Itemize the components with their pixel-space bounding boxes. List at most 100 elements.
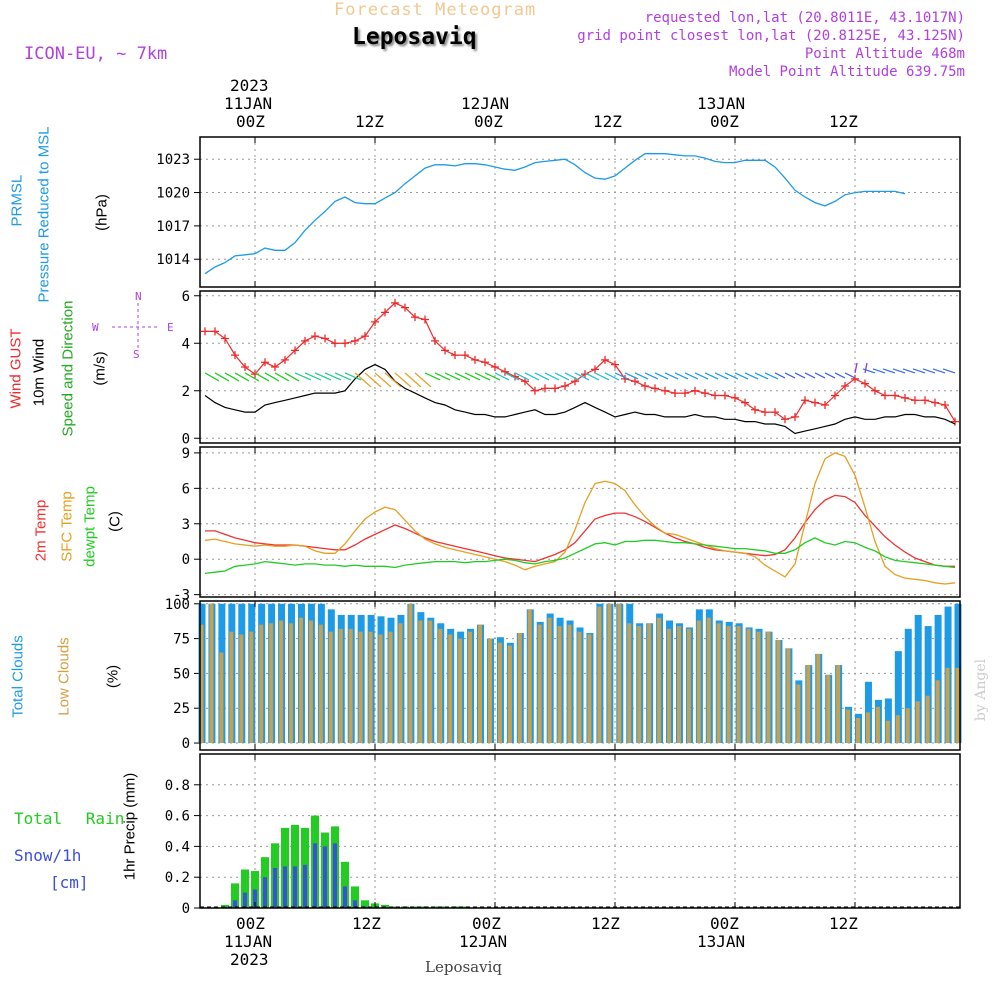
gust-marker <box>671 389 679 398</box>
low-cloud-bar <box>199 624 204 744</box>
wind-direction-arrow <box>784 372 796 379</box>
rain-bar <box>221 904 229 908</box>
wind-ytick-label: 6 <box>182 289 190 305</box>
gust-marker <box>371 317 379 326</box>
temp-ytick-label: 6 <box>182 481 190 497</box>
snow-bar <box>353 900 357 908</box>
wind-direction-arrow <box>744 372 759 380</box>
low-cloud-bar <box>348 628 353 744</box>
gust-marker <box>321 334 329 343</box>
snow-bar <box>313 843 317 908</box>
wind-direction-arrow <box>734 372 749 380</box>
gust-marker <box>891 391 899 400</box>
snow-bar <box>243 892 247 908</box>
wind-direction-arrow <box>254 372 270 382</box>
gust-marker <box>211 327 219 336</box>
bottom-time-12z-13: 12Z <box>829 914 858 933</box>
precip-ytick-label: 0.6 <box>165 809 190 825</box>
footer-station: Leposaviq <box>425 958 502 976</box>
gust-marker <box>921 396 929 405</box>
snow-bar <box>273 867 277 908</box>
low-cloud-bar <box>856 717 861 744</box>
rain-bar <box>351 886 359 908</box>
snow-bar <box>343 886 347 908</box>
wind-direction-arrow <box>674 372 689 380</box>
gust-marker <box>291 346 299 355</box>
low-cloud-bar <box>448 634 453 744</box>
wind-direction-arrow <box>854 362 858 374</box>
low-cloud-bar <box>836 665 841 744</box>
gust-marker <box>761 408 769 417</box>
low-cloud-bar <box>298 617 303 744</box>
wind-direction-arrow <box>664 372 679 380</box>
gust-marker <box>711 391 719 400</box>
wind-direction-arrow <box>374 372 392 388</box>
gust-marker <box>281 355 289 364</box>
wind-direction-arrow <box>814 372 826 379</box>
precip-ytick-label: 0.8 <box>165 778 190 794</box>
gust-marker <box>431 336 439 345</box>
low-cloud-bar <box>308 620 313 744</box>
low-cloud-bar <box>438 628 443 744</box>
clouds-panel-frame <box>199 600 961 751</box>
wind-direction-arrow <box>354 372 372 388</box>
wind-direction-arrow <box>754 372 769 380</box>
low-cloud-bar <box>577 631 582 744</box>
bottom-year: 2023 <box>230 950 269 969</box>
low-cloud-bar <box>358 631 363 744</box>
low-cloud-bar <box>328 631 333 744</box>
pressure-ytick-label: 1023 <box>156 152 190 168</box>
pressure-ytick-label: 1014 <box>156 252 190 268</box>
gust-marker <box>951 417 959 426</box>
low-cloud-bar <box>547 617 552 744</box>
gust-line <box>205 302 956 422</box>
low-cloud-bar <box>945 667 950 744</box>
top-time-00z-12: 00Z <box>474 112 503 131</box>
low-cloud-bar <box>507 645 512 744</box>
gust-marker <box>491 363 499 371</box>
top-time-00z-11: 00Z <box>236 112 265 131</box>
snow-bar <box>283 866 287 908</box>
low-cloud-bar <box>746 628 751 744</box>
low-cloud-bar <box>647 623 652 744</box>
bottom-date-11jan: 11JAN <box>224 932 273 951</box>
wind-direction-arrow <box>404 372 422 388</box>
low-cloud-bar <box>905 708 910 744</box>
wind-direction-arrow <box>444 372 461 381</box>
wind-direction-arrow <box>344 372 362 381</box>
sfc-temp-line <box>204 452 956 585</box>
low-cloud-bar <box>776 639 781 744</box>
wind-direction-arrow <box>274 372 290 382</box>
low-cloud-bar <box>487 638 492 744</box>
wind-direction-arrow <box>294 372 312 381</box>
low-cloud-bar <box>826 674 831 744</box>
gust-marker <box>481 358 489 367</box>
gust-marker <box>421 315 429 324</box>
clouds-ytick-label: 50 <box>173 666 190 682</box>
total-cloud-bar <box>934 614 942 744</box>
wind-ytick-label: 0 <box>182 431 190 447</box>
gust-marker <box>411 313 419 322</box>
low-cloud-bar <box>885 720 890 744</box>
wind-direction-arrow <box>364 372 382 388</box>
gust-marker <box>381 308 389 317</box>
gust-marker <box>261 358 269 367</box>
low-cloud-bar <box>318 624 323 744</box>
rain-bar <box>391 906 399 908</box>
model-label: ICON-EU, ~ 7km <box>24 44 168 64</box>
compass-n: N <box>135 290 142 303</box>
gust-marker <box>881 391 889 400</box>
gust-marker <box>741 398 749 407</box>
pressure-ytick-label: 1017 <box>156 219 190 235</box>
wind-direction-arrow <box>574 372 590 381</box>
gust-marker <box>441 346 449 355</box>
wind-direction-arrow <box>694 372 709 380</box>
gust-marker <box>701 389 709 398</box>
gust-marker <box>831 391 839 400</box>
precip-panel-frame <box>199 753 961 909</box>
wind-panel-frame <box>199 290 961 444</box>
wind-direction-arrow <box>804 372 816 379</box>
wind-direction-arrow <box>614 372 629 380</box>
wind-direction-arrow <box>514 372 530 381</box>
wind-direction-arrow <box>862 368 876 374</box>
